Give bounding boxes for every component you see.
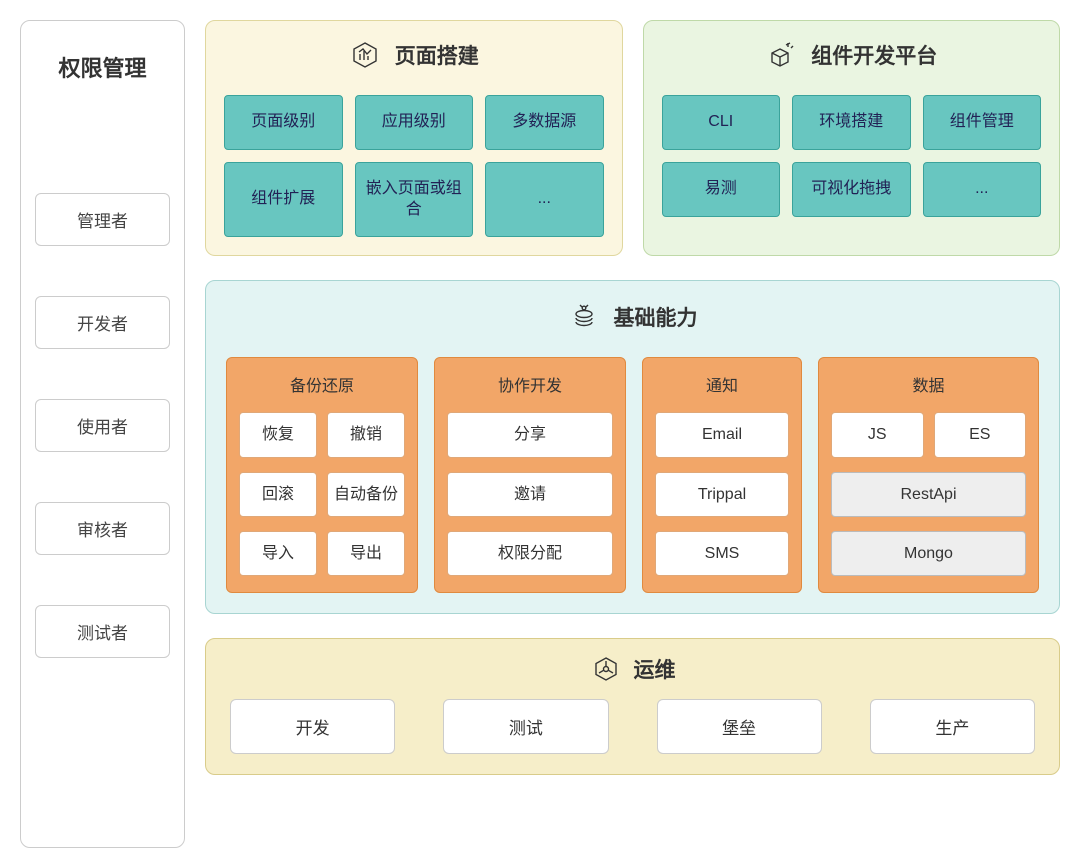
group-notify: 通知 Email Trippal SMS [642,357,802,593]
cube-magic-icon [765,39,797,71]
group-item: Mongo [831,531,1026,576]
group-item: SMS [655,531,789,576]
tile: 可视化拖拽 [792,162,911,217]
base-groups: 备份还原 恢复 撤销 回滚 自动备份 导入 导出 [226,357,1039,593]
tile: 嵌入页面或组合 [355,162,474,238]
tile: 页面级别 [224,95,343,150]
panel-ops: 运维 开发 测试 堡垒 生产 [205,638,1060,775]
sidebar-item: 开发者 [35,296,170,349]
group-item: 自动备份 [327,472,405,517]
tile: ... [485,162,604,238]
group-item: Email [655,412,789,457]
tile: CLI [662,95,781,150]
group-backup: 备份还原 恢复 撤销 回滚 自动备份 导入 导出 [226,357,418,593]
tile: ... [923,162,1042,217]
ops-item: 堡垒 [657,699,822,754]
group-item: Trippal [655,472,789,517]
group-title: 协作开发 [447,372,613,396]
panel-base-capability: 基础能力 备份还原 恢复 撤销 回滚 自动备份 [205,280,1060,614]
tile: 组件扩展 [224,162,343,238]
panel-title: 页面搭建 [395,40,479,70]
chart-icon [349,39,381,71]
ops-item: 生产 [870,699,1035,754]
sidebar-item: 使用者 [35,399,170,452]
top-row: 页面搭建 页面级别 应用级别 多数据源 组件扩展 嵌入页面或组合 ... [205,20,1060,256]
group-title: 通知 [655,372,789,396]
panel-header: 基础能力 [226,301,1039,333]
network-icon [590,653,622,685]
panel-component-platform: 组件开发平台 CLI 环境搭建 组件管理 易测 可视化拖拽 ... [643,20,1061,256]
sidebar-item: 审核者 [35,502,170,555]
group-item: 邀请 [447,472,613,517]
sidebar-item: 测试者 [35,605,170,658]
tiles-page-build: 页面级别 应用级别 多数据源 组件扩展 嵌入页面或组合 ... [224,95,604,237]
group-item: RestApi [831,472,1026,517]
group-item: 恢复 [239,412,317,457]
sidebar-item: 管理者 [35,193,170,246]
panel-header: 页面搭建 [224,39,604,71]
tile: 易测 [662,162,781,217]
tiles-component: CLI 环境搭建 组件管理 易测 可视化拖拽 ... [662,95,1042,217]
ops-row: 开发 测试 堡垒 生产 [230,699,1035,754]
tile: 环境搭建 [792,95,911,150]
sidebar-items: 管理者 开发者 使用者 审核者 测试者 [35,193,170,658]
panel-page-build: 页面搭建 页面级别 应用级别 多数据源 组件扩展 嵌入页面或组合 ... [205,20,623,256]
ops-item: 测试 [443,699,608,754]
group-collab: 协作开发 分享 邀请 权限分配 [434,357,626,593]
panel-header: 运维 [230,653,1035,685]
main-column: 页面搭建 页面级别 应用级别 多数据源 组件扩展 嵌入页面或组合 ... [205,20,1060,848]
group-item: 回滚 [239,472,317,517]
panel-header: 组件开发平台 [662,39,1042,71]
group-title: 数据 [831,372,1026,396]
group-item: 导入 [239,531,317,576]
sidebar-permissions: 权限管理 管理者 开发者 使用者 审核者 测试者 [20,20,185,848]
group-item: 分享 [447,412,613,457]
panel-title: 基础能力 [614,302,698,332]
tile: 应用级别 [355,95,474,150]
tile: 组件管理 [923,95,1042,150]
ops-item: 开发 [230,699,395,754]
sidebar-title: 权限管理 [35,51,170,83]
layers-icon [568,301,600,333]
diagram-container: 权限管理 管理者 开发者 使用者 审核者 测试者 [20,20,1060,848]
group-item: 撤销 [327,412,405,457]
group-data: 数据 JS ES RestApi Mongo [818,357,1039,593]
tile: 多数据源 [485,95,604,150]
panel-title: 运维 [634,654,676,684]
group-item: 权限分配 [447,531,613,576]
group-title: 备份还原 [239,372,405,396]
group-item: ES [934,412,1027,457]
group-item: 导出 [327,531,405,576]
panel-title: 组件开发平台 [811,40,937,70]
group-item: JS [831,412,924,457]
